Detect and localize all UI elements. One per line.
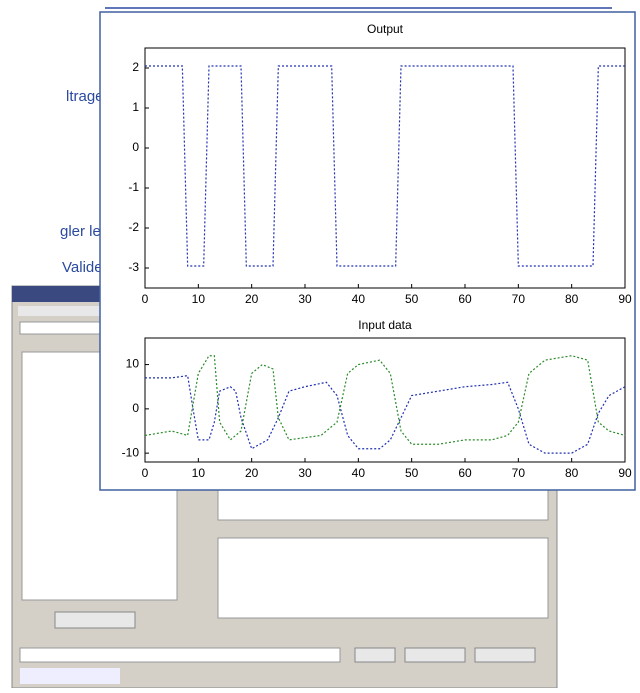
x-tick-label: 90 (618, 466, 632, 480)
x-tick-label: 20 (245, 292, 259, 306)
y-tick-label: 2 (132, 60, 139, 74)
y-tick-label: 1 (132, 100, 139, 114)
x-tick-label: 40 (352, 292, 366, 306)
x-tick-label: 30 (298, 292, 312, 306)
chart-title: Input data (358, 318, 412, 332)
x-tick-label: 70 (512, 466, 526, 480)
x-tick-label: 0 (142, 292, 149, 306)
plot-frame (144, 337, 626, 463)
x-tick-label: 0 (142, 466, 149, 480)
y-tick-label: -10 (122, 445, 140, 459)
x-tick-label: 90 (618, 292, 632, 306)
slide-text: gler le (60, 223, 101, 240)
y-tick-label: 10 (126, 357, 140, 371)
slide-text: ltrage (66, 88, 104, 105)
x-tick-label: 80 (565, 292, 579, 306)
x-tick-label: 50 (405, 292, 419, 306)
x-tick-label: 10 (192, 466, 206, 480)
x-tick-label: 70 (512, 292, 526, 306)
x-tick-label: 40 (352, 466, 366, 480)
x-tick-label: 60 (458, 466, 472, 480)
line-series (145, 65, 625, 267)
y-tick-label: 0 (132, 140, 139, 154)
x-tick-label: 60 (458, 292, 472, 306)
chart-title: Output (367, 22, 404, 36)
y-tick-label: -3 (128, 260, 139, 274)
slide-text: Valider (62, 259, 108, 276)
x-tick-label: 80 (565, 466, 579, 480)
x-tick-label: 10 (192, 292, 206, 306)
line-series (144, 355, 626, 445)
y-tick-label: -1 (128, 180, 139, 194)
x-tick-label: 30 (298, 466, 312, 480)
y-tick-label: -2 (128, 220, 139, 234)
y-tick-label: 0 (132, 401, 139, 415)
plot-frame (144, 47, 626, 289)
x-tick-label: 20 (245, 466, 259, 480)
x-tick-label: 50 (405, 466, 419, 480)
line-series (145, 374, 626, 454)
